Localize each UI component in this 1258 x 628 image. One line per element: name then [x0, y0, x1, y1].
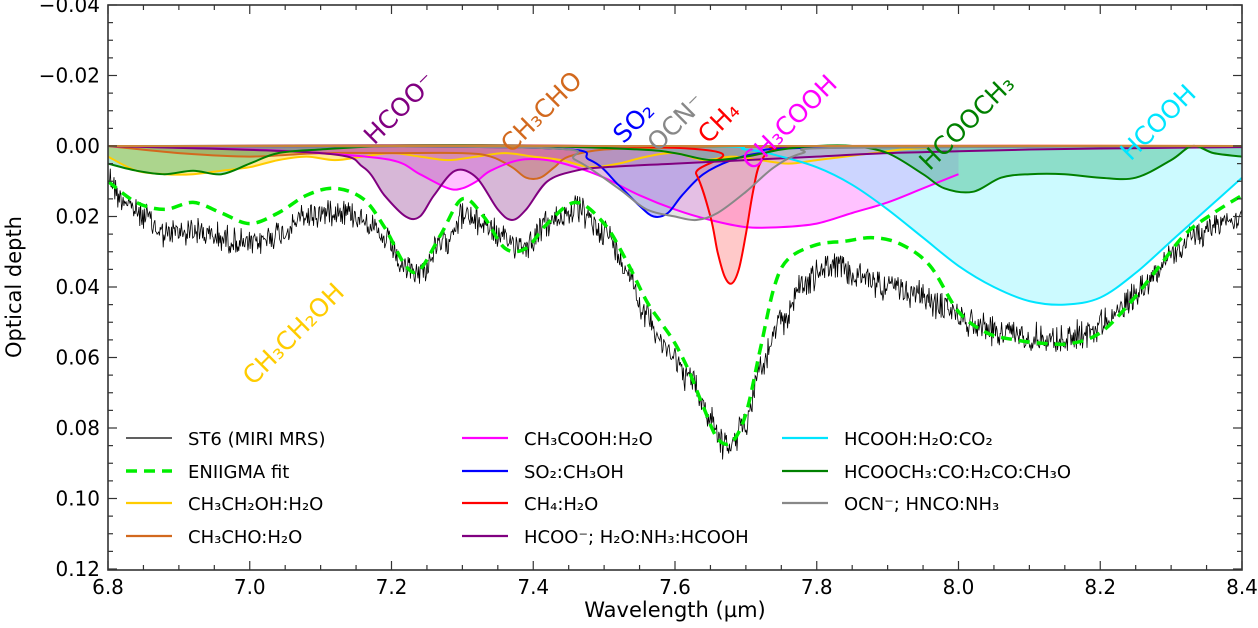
x-tick-label: 7.6 — [659, 575, 691, 599]
legend-label-methyl_formate: HCOOCH₃:CO:H₂CO:CH₃O — [844, 462, 1071, 483]
annotation-label: CH₃CHO — [495, 65, 588, 158]
line-formate — [108, 145, 1242, 222]
x-axis-ticks: 6.8 7.0 7.2 7.4 7.6 7.8 8.0 8.2 8.4 — [92, 5, 1258, 599]
observed-spectrum — [108, 168, 1242, 460]
fill-ocn — [108, 146, 1242, 221]
x-tick-label: 8.2 — [1084, 575, 1116, 599]
x-tick-label: 8.0 — [943, 575, 975, 599]
y-tick-label: −0.04 — [39, 0, 100, 17]
y-axis-label: Optical depth — [2, 216, 26, 358]
y-tick-label: 0.04 — [55, 275, 100, 299]
y-tick-label: −0.02 — [39, 64, 100, 88]
legend-label-formic_acid: HCOOH:H₂O:CO₂ — [844, 429, 993, 450]
legend-label-formate: HCOO⁻; H₂O:NH₃:HCOOH — [524, 527, 749, 548]
component-lines — [108, 144, 1242, 306]
y-tick-label: 0.02 — [55, 205, 100, 229]
fill-so2 — [108, 146, 1242, 217]
legend-label-so2: SO₂:CH₃OH — [524, 462, 624, 483]
line-acetic_acid — [108, 145, 959, 229]
x-tick-label: 6.8 — [92, 575, 124, 599]
legend-label-observed: ST6 (MIRI MRS) — [188, 429, 325, 450]
line-ocn — [108, 145, 1242, 222]
legend-label-acetic_acid: CH₃COOH:H₂O — [524, 429, 653, 450]
legend-label-ocn: OCN⁻; HNCO:NH₃ — [844, 494, 999, 515]
fit-line — [108, 179, 1242, 447]
x-tick-label: 7.4 — [517, 575, 549, 599]
legend: ST6 (MIRI MRS) ENIIGMA fit CH₃CH₂OH:H₂O CH₃… — [126, 429, 1071, 548]
annotation-label: CH₃CH₂OH — [237, 277, 350, 390]
fit-curve — [108, 179, 1242, 447]
y-tick-label: 0.08 — [55, 416, 100, 440]
legend-label-fit: ENIIGMA fit — [188, 462, 289, 483]
x-tick-label: 8.4 — [1226, 575, 1258, 599]
y-tick-label: 0.00 — [55, 134, 100, 158]
y-tick-label: 0.12 — [55, 557, 100, 581]
legend-label-acetaldehyde: CH₃CHO:H₂O — [188, 527, 302, 548]
annotation-label: HCOO⁻ — [358, 67, 441, 150]
y-axis-ticks: −0.04 −0.02 0.00 0.02 0.04 0.06 0.08 0.10 0.12 — [39, 0, 1242, 581]
fill-formate — [108, 146, 1242, 220]
fill-acetic_acid — [108, 146, 959, 228]
x-tick-label: 7.8 — [801, 575, 833, 599]
x-tick-label: 7.0 — [234, 575, 266, 599]
legend-label-methane: CH₄:H₂O — [524, 494, 598, 515]
y-tick-label: 0.10 — [55, 487, 100, 511]
observed-line — [108, 168, 1242, 460]
line-methyl_formate — [108, 144, 1242, 194]
fill-methyl_formate — [108, 145, 1242, 193]
legend-label-ethanol: CH₃CH₂OH:H₂O — [188, 494, 323, 515]
x-axis-label: Wavelength (µm) — [584, 598, 765, 622]
y-tick-label: 0.06 — [55, 346, 100, 370]
x-tick-label: 7.2 — [376, 575, 408, 599]
